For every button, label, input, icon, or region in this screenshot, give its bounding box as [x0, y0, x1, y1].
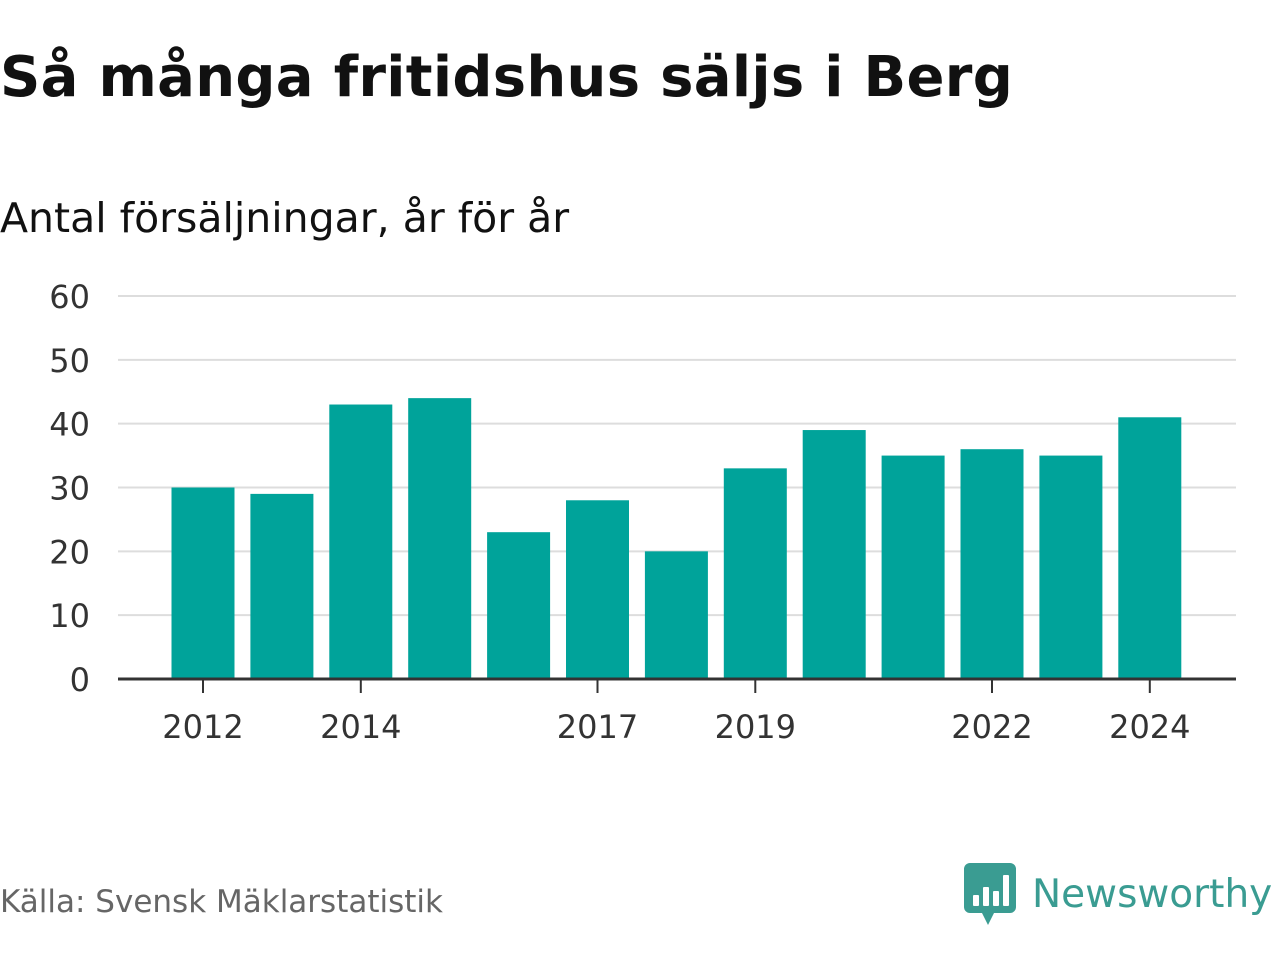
x-tick-label: 2014	[320, 708, 401, 746]
bar-2020	[802, 430, 866, 679]
y-tick-label: 40	[49, 406, 90, 444]
source-note: Källa: Svensk Mäklarstatistik	[0, 884, 443, 920]
bar-2017	[566, 500, 629, 679]
y-tick-label: 30	[49, 470, 90, 508]
y-tick-label: 60	[49, 278, 90, 316]
bars	[171, 398, 1182, 679]
bar-2015	[408, 398, 472, 679]
x-tick-label: 2024	[1109, 708, 1190, 746]
x-tick-label: 2022	[951, 708, 1032, 746]
chart-subtitle: Antal försäljningar, år för år	[0, 194, 570, 242]
y-tick-label: 50	[49, 342, 90, 380]
bar-2012	[171, 487, 235, 679]
newsworthy-logo-icon	[964, 863, 1016, 925]
x-tick-label: 2017	[557, 708, 638, 746]
chart-title: Så många fritidshus säljs i Berg	[0, 45, 1014, 110]
bar-2018	[644, 551, 708, 679]
bar-2019	[723, 468, 787, 679]
bar-2023	[1039, 455, 1103, 679]
y-tick-label: 20	[49, 533, 90, 571]
x-axis: 2012 2014 2017 2019 2022 2024	[118, 677, 1236, 746]
x-tick-label: 2019	[715, 708, 796, 746]
bar-2013	[250, 493, 314, 679]
bar-chart: 0 10 20 30 40 50 60 2012 2014 2017 2019 2022 2024	[49, 278, 1236, 746]
bar-2022	[960, 449, 1024, 679]
x-tick-label: 2012	[162, 708, 243, 746]
bar-2016	[487, 532, 551, 679]
y-axis-ticks: 0 10 20 30 40 50 60	[49, 278, 90, 699]
y-tick-label: 10	[49, 597, 90, 635]
bar-2024	[1118, 417, 1182, 679]
y-tick-label: 0	[70, 661, 90, 699]
bar-2021	[881, 455, 945, 679]
brand-name: Newsworthy	[1032, 871, 1273, 917]
bar-2014	[329, 404, 393, 679]
brand-logo: Newsworthy	[964, 862, 1272, 926]
